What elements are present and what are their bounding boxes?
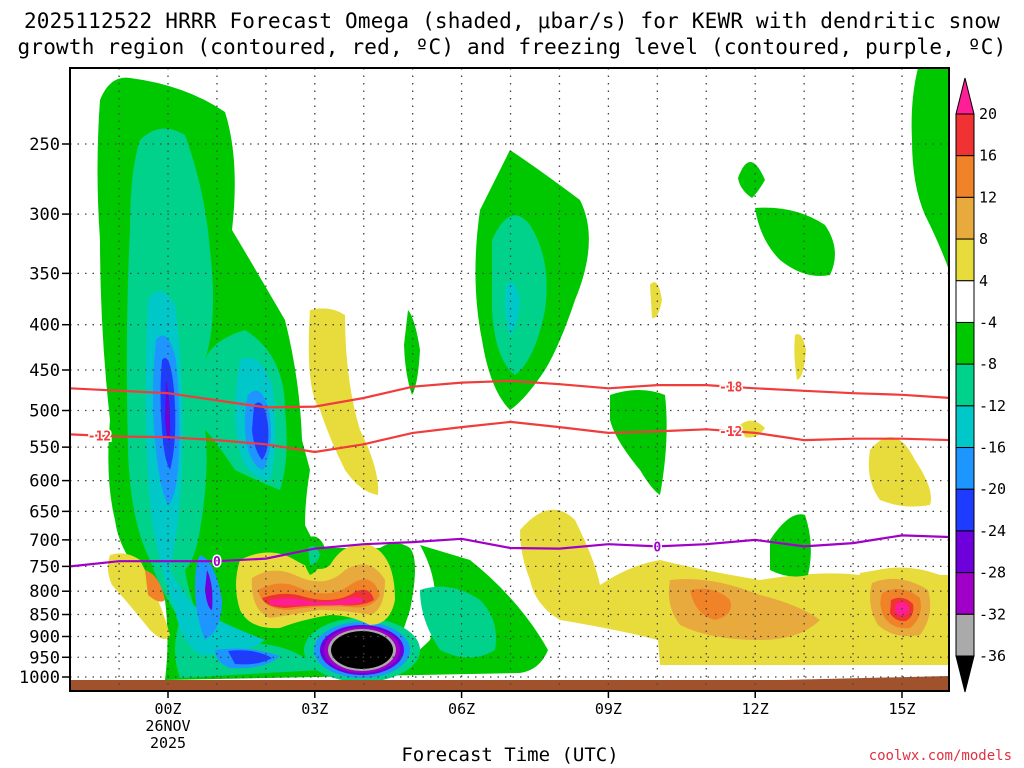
colorbar-box [955,405,975,449]
colorbar-label: -24 [979,522,1006,540]
omega-region-minus4-h [738,161,765,198]
y-axis: 2503003504004505005506006507007508008509… [19,135,70,688]
omega-region-minus4-j [911,68,949,270]
isotherm-label: 0 [213,555,221,570]
omega-region-minus20-b [252,402,269,460]
omega-region-minus8-e [492,215,547,375]
y-tick-label: 650 [29,502,60,522]
omega-region-minus4-f [404,310,420,395]
colorbar-label: -16 [979,439,1006,457]
x-tick-label: 06Z [448,700,475,718]
y-tick-label: 550 [29,438,60,458]
x-tick-date: 26NOV [145,717,190,735]
colorbar-label: 12 [979,188,997,206]
x-tick-label: 12Z [742,700,769,718]
y-tick-label: 450 [29,361,60,381]
colorbar-label: -4 [979,313,997,331]
y-tick-label: 1000 [19,668,60,688]
y-tick-label: 300 [29,205,60,225]
omega-region-minus24-b [205,570,213,610]
omega-region-plus4-g [650,282,662,319]
isotherm-label: -12 [88,430,111,445]
omega-region-plus4-h [794,334,806,380]
colorbar-box [955,572,975,615]
colorbar: 20 16 12 8 4 -4 -8 -12 -16 -20 -24 -28 -32 -36 [955,77,1006,693]
omega-region-plus12-d [690,588,731,620]
colorbar-box [955,613,975,657]
colorbar-label: -8 [979,355,997,373]
y-tick-label: 700 [29,531,60,551]
y-tick-label: 900 [29,627,60,647]
ground-surface-edge [70,676,949,691]
x-axis-title: Forecast Time (UTC) [401,744,619,766]
colorbar-box [955,113,975,157]
colorbar-box [955,321,975,365]
chart-title-line2: growth region (contoured, red, ºC) and f… [17,35,1007,59]
y-tick-label: 350 [29,264,60,284]
omega-region-plus12-c [145,570,165,602]
colorbar-label: -36 [979,647,1006,665]
omega-region-minus4 [97,77,548,680]
colorbar-label: -20 [979,480,1006,498]
colorbar-label: 16 [979,147,997,165]
isotherm-lines: -18 -12 -12 0 0 [70,379,949,572]
colorbar-box [955,488,975,532]
isotherm-label: 0 [653,540,661,555]
isotherm-0-line [70,534,949,568]
x-tick-label: 09Z [595,700,622,718]
omega-region-plus20-b [270,597,364,606]
y-tick-label: 500 [29,402,60,422]
colorbar-label: -28 [979,564,1006,582]
colorbar-label: -32 [979,605,1006,623]
colorbar-box [955,238,975,282]
colorbar-box [955,196,975,240]
colorbar-box [955,280,975,323]
y-tick-label: 600 [29,472,60,492]
colorbar-box [955,530,975,574]
y-tick-label: 250 [29,135,60,155]
isotherm--12-line [70,420,949,454]
plot-frame [69,67,950,692]
omega-region-minus8-b [420,586,496,658]
x-tick-label: 03Z [301,700,328,718]
omega-region-minus4-g [610,390,667,495]
chart-title-line1: 2025112522 HRRR Forecast Omega (shaded, … [23,9,1001,33]
colorbar-bottom-arrow [955,655,975,693]
y-tick-label: 950 [29,648,60,668]
colorbar-box [955,363,975,407]
colorbar-label: 4 [979,272,988,290]
colorbar-top-arrow [955,77,975,115]
omega-region-plus4-c [107,553,170,639]
isotherm-label: -18 [719,381,743,396]
colorbar-label: 20 [979,105,997,123]
omega-region-minus36-core [331,631,393,669]
omega-region-minus4-i [755,207,835,276]
colorbar-box [955,447,975,490]
colorbar-label: 8 [979,230,988,248]
colorbar-label: -12 [979,397,1006,415]
y-tick-label: 750 [29,557,60,577]
omega-region-minus12-e [505,282,520,335]
y-tick-label: 800 [29,582,60,602]
y-tick-label: 850 [29,606,60,626]
x-tick-label: 15Z [888,700,915,718]
omega-region-plus4-e [868,437,931,507]
isotherm-label: -12 [719,425,742,440]
omega-region-minus8-l [308,546,320,566]
x-tick-year: 2025 [150,734,186,752]
colorbar-box [955,155,975,198]
credit-link[interactable]: coolwx.com/models [868,748,1012,764]
y-tick-label: 400 [29,316,60,336]
x-tick-label: 00Z [154,700,181,718]
omega-region-plus4-i [740,420,765,438]
omega-shading [70,68,949,691]
isotherm--18-line [70,379,949,409]
